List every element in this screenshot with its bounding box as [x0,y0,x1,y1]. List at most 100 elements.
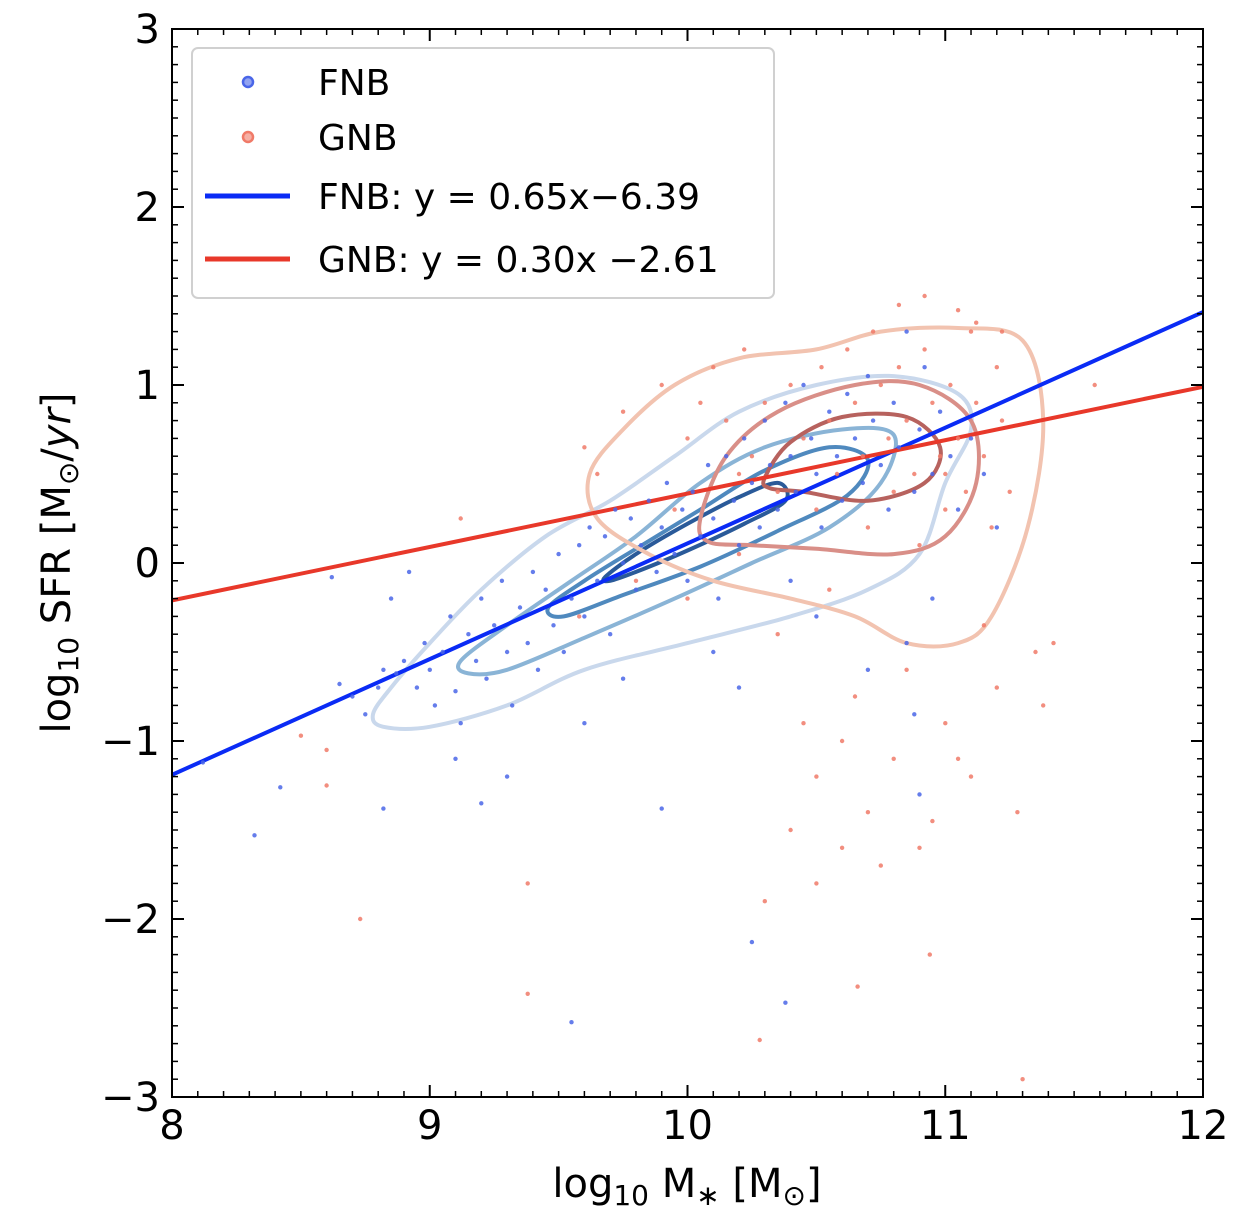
point-gnb [891,489,896,494]
point-fnb [886,507,891,512]
point-fnb [577,543,582,548]
point-fnb [376,685,381,690]
point-gnb [814,507,819,512]
point-gnb [595,471,600,477]
point-gnb [711,365,716,370]
point-gnb [801,436,806,441]
point-fnb [749,939,755,945]
point-fnb [865,667,871,672]
point-fnb [337,681,342,687]
point-gnb [852,400,858,405]
point-fnb [762,418,767,423]
point-fnb [406,569,412,575]
point-gnb [865,810,871,815]
point-gnb [525,881,530,886]
legend-marker-gnb [241,130,255,144]
point-fnb [654,569,659,575]
point-fnb [860,480,865,486]
point-fnb [922,365,927,370]
point-fnb [716,596,721,601]
legend-label: FNB: y = 0.65x−6.39 [318,177,700,218]
point-fnb [912,489,917,494]
point-gnb [582,445,587,450]
legend: FNB GNB FNB: y = 0.65x−6.39 GNB: y = 0.30x … [191,47,775,299]
point-fnb [814,471,819,477]
point-gnb [943,507,948,512]
point-fnb [569,596,574,601]
point-gnb [724,418,729,423]
point-fnb [569,1020,574,1025]
point-fnb [620,676,626,681]
point-fnb [664,480,670,486]
point-fnb [638,543,644,548]
point-gnb [968,329,974,334]
point-fnb [948,454,953,459]
point-fnb [448,614,453,619]
point-gnb [659,382,664,388]
point-fnb [628,516,633,521]
point-fnb [690,489,695,494]
point-gnb [930,400,935,405]
point-gnb [999,418,1005,423]
point-fnb [504,774,510,779]
point-fnb [870,418,876,423]
contour-fnb-mid [456,425,898,677]
point-fnb [659,525,664,530]
point-gnb [930,818,935,824]
point-fnb [711,649,716,655]
legend-label: FNB [318,63,390,104]
point-fnb [904,329,909,334]
point-fnb [742,436,747,441]
point-gnb [1020,1077,1025,1082]
point-fnb [809,436,814,441]
point-gnb [698,400,703,405]
point-gnb [298,733,304,738]
point-fnb [736,543,742,548]
point-gnb [742,347,747,352]
point-gnb [324,747,329,753]
point-gnb [814,881,819,886]
point-gnb [839,845,845,850]
point-fnb [912,712,917,717]
point-fnb [845,391,850,397]
point-gnb [358,916,363,922]
point-gnb [860,454,865,459]
point-fnb [930,471,935,477]
point-fnb [479,801,484,806]
point-fnb [814,614,819,619]
point-fnb [401,658,407,664]
y-tick-label: 2 [135,185,160,231]
point-fnb [659,806,664,811]
point-fnb [530,569,536,575]
point-fnb [819,525,824,530]
point-gnb [852,694,858,699]
fit-line-gnb [172,384,1203,603]
point-gnb [736,471,742,477]
point-fnb [440,649,445,655]
point-fnb [432,703,438,708]
point-fnb [388,596,394,601]
point-gnb [878,382,883,388]
legend-marker-fnb [241,75,255,89]
y-tick-label: −2 [101,897,160,943]
point-gnb [775,632,780,637]
x-tick-label: 12 [1178,1103,1229,1149]
point-fnb [788,578,793,583]
point-gnb [896,302,902,308]
point-fnb [466,632,471,637]
point-gnb [999,329,1005,334]
point-gnb [989,525,994,530]
point-fnb [685,578,690,583]
point-fnb [582,721,587,726]
point-gnb [1092,382,1097,388]
point-fnb [646,498,651,503]
point-fnb [350,694,355,699]
point-gnb [685,596,690,601]
contour-gnb-mid [697,379,981,557]
x-tick-label: 8 [159,1103,184,1149]
point-gnb [762,899,767,904]
x-tick-label: 10 [662,1103,713,1149]
point-gnb [937,454,943,459]
point-fnb [736,685,742,690]
